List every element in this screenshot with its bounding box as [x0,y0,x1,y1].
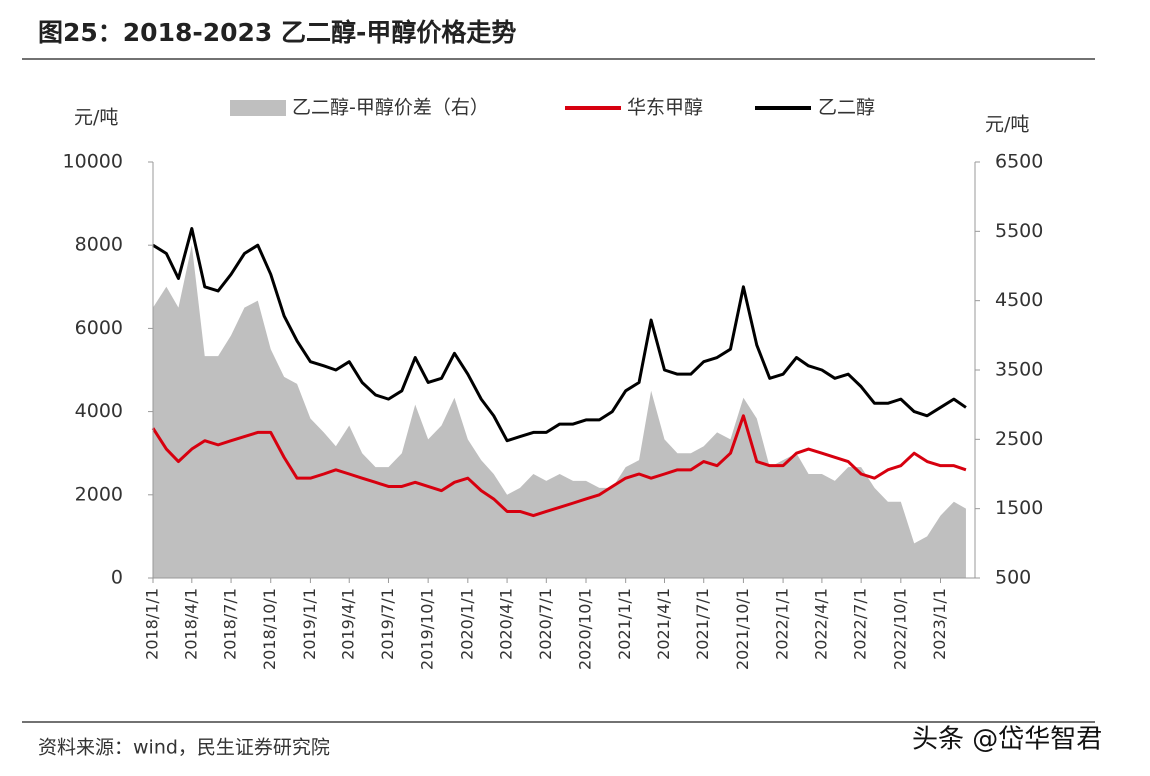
price-line [152,227,967,443]
y2-tick-label: 5500 [995,220,1043,242]
y2-tick-label: 4500 [995,289,1043,311]
y2-tick-label: 1500 [995,497,1043,519]
y-tick-label: 2000 [75,483,123,505]
y2-tick-label: 2500 [995,428,1043,450]
y2-axis-label: 元/吨 [985,114,1029,136]
x-tick-label: 2018/4/1 [181,588,200,660]
x-tick-label: 2022/4/1 [811,588,830,660]
x-tick-label: 2021/7/1 [693,588,712,660]
source-note: 资料来源：wind，民生证券研究院 [38,737,330,759]
x-tick-label: 2021/4/1 [654,588,673,660]
legend-swatch [230,100,286,116]
x-tick-label: 2019/4/1 [339,588,358,660]
x-tick-label: 2020/4/1 [497,588,516,660]
y-tick-label: 4000 [75,400,123,422]
y-tick-label: 10000 [63,151,123,173]
chart-title: 图25：2018-2023 乙二醇-甲醇价格走势 [38,18,516,47]
x-tick-label: 2022/10/1 [890,588,909,670]
x-tick-label: 2020/1/1 [457,588,476,660]
x-tick-label: 2018/1/1 [143,588,162,660]
y-axis-label: 元/吨 [74,107,118,129]
x-tick-label: 2021/10/1 [733,588,752,670]
x-tick-label: 2021/1/1 [615,588,634,660]
x-tick-label: 2020/10/1 [575,588,594,670]
x-tick-label: 2019/10/1 [418,588,437,670]
x-tick-label: 2022/7/1 [851,588,870,660]
watermark: 头条 @岱华智君 [912,725,1102,755]
y-tick-label: 8000 [75,234,123,256]
x-tick-label: 2022/1/1 [773,588,792,660]
legend-label: 乙二醇-甲醇价差（右） [292,97,489,119]
y-tick-label: 0 [111,567,123,589]
price-line [151,414,967,518]
y-tick-label: 6000 [75,317,123,339]
spread-area [153,245,966,578]
y2-tick-label: 500 [995,567,1031,589]
legend-label: 乙二醇 [818,97,875,119]
x-tick-label: 2019/1/1 [300,588,319,660]
y2-tick-label: 3500 [995,359,1043,381]
x-tick-label: 2023/1/1 [930,588,949,660]
y2-tick-label: 6500 [995,151,1043,173]
x-tick-label: 2018/10/1 [260,588,279,670]
legend-label: 华东甲醇 [627,97,703,119]
x-tick-label: 2020/7/1 [536,588,555,660]
x-tick-label: 2019/7/1 [378,588,397,660]
x-tick-label: 2018/7/1 [221,588,240,660]
